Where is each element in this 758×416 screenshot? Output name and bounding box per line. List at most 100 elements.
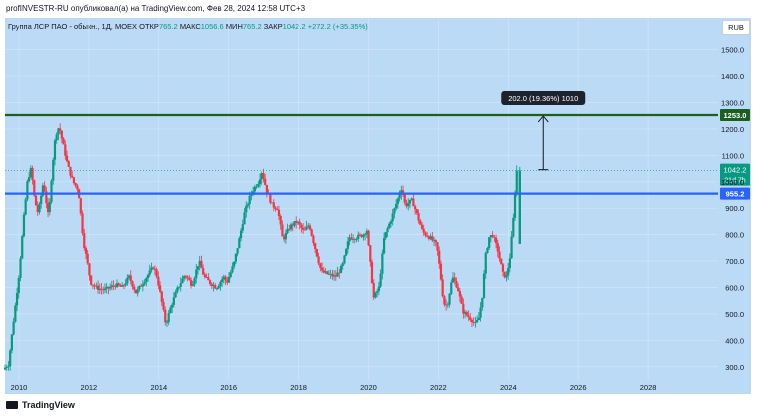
candle-body bbox=[269, 194, 272, 203]
candle-body bbox=[262, 172, 265, 179]
candle-body bbox=[176, 287, 179, 293]
candle-body bbox=[93, 285, 96, 287]
candle-body bbox=[255, 186, 258, 188]
candle-body bbox=[253, 186, 256, 192]
chart-area[interactable] bbox=[5, 18, 751, 394]
candle-body bbox=[57, 128, 60, 135]
tradingview-logo-text[interactable]: TradingView bbox=[22, 400, 75, 410]
candle-body bbox=[105, 286, 108, 289]
candle-body bbox=[100, 288, 103, 290]
candle-body bbox=[398, 194, 401, 199]
candle-body bbox=[463, 311, 467, 314]
candle-body bbox=[215, 288, 219, 290]
measure-tooltip-bg bbox=[501, 90, 586, 105]
candle-body bbox=[179, 283, 182, 287]
candle-body bbox=[426, 235, 429, 237]
candle-body bbox=[19, 258, 22, 278]
candle-body bbox=[410, 198, 413, 200]
candle-body bbox=[436, 242, 439, 251]
candle-body bbox=[493, 236, 496, 238]
candle-body bbox=[136, 289, 139, 294]
candle-body bbox=[200, 260, 203, 269]
candle-body bbox=[96, 285, 100, 290]
candle-body bbox=[172, 297, 175, 305]
candle-body bbox=[377, 286, 381, 292]
candle-body bbox=[481, 297, 484, 308]
candle-body bbox=[95, 285, 98, 287]
y-tick-label: 1200.0 bbox=[721, 125, 744, 134]
candle-body bbox=[195, 269, 198, 279]
candle-body bbox=[298, 221, 301, 225]
currency-button[interactable]: RUB bbox=[722, 20, 750, 35]
x-tick-label: 2020 bbox=[360, 383, 377, 392]
candle-body bbox=[284, 233, 287, 240]
candle-body bbox=[315, 249, 318, 257]
candle-body bbox=[448, 293, 451, 305]
candle-body bbox=[55, 134, 58, 141]
candle-body bbox=[143, 282, 146, 285]
x-tick-label: 2022 bbox=[430, 383, 447, 392]
candle-body bbox=[71, 175, 74, 178]
candle-body bbox=[312, 235, 315, 244]
x-tick-label: 2026 bbox=[570, 383, 587, 392]
candle-body bbox=[158, 285, 162, 292]
candle-body bbox=[41, 185, 45, 196]
candle-body bbox=[477, 317, 480, 321]
candle-body bbox=[457, 287, 460, 292]
candle-body bbox=[510, 236, 513, 259]
candle-body bbox=[412, 198, 415, 207]
candle-body bbox=[360, 234, 363, 238]
candle-body bbox=[126, 277, 129, 284]
candle-body bbox=[329, 273, 332, 275]
candle-body bbox=[246, 204, 250, 206]
candle-body bbox=[117, 283, 120, 286]
candle-body bbox=[38, 203, 41, 213]
candle-body bbox=[202, 268, 205, 275]
candle-body bbox=[341, 263, 344, 267]
candle-body bbox=[52, 159, 55, 181]
candle-body bbox=[384, 231, 387, 239]
candle-body bbox=[395, 203, 398, 209]
candle-body bbox=[272, 202, 275, 208]
x-tick-label: 2014 bbox=[150, 383, 167, 392]
candle-body bbox=[257, 183, 260, 187]
candle-body bbox=[236, 248, 239, 254]
x-tick-label: 2024 bbox=[500, 383, 517, 392]
candle-body bbox=[365, 230, 368, 235]
low-value: 765.2 bbox=[242, 22, 262, 31]
candle-body bbox=[103, 288, 107, 291]
y-tick-label: 800.0 bbox=[725, 231, 744, 240]
candle-body bbox=[260, 172, 263, 180]
candle-body bbox=[258, 179, 262, 184]
candle-body bbox=[234, 253, 237, 262]
candle-body bbox=[450, 282, 453, 294]
candle-body bbox=[424, 232, 427, 236]
candle-body bbox=[382, 238, 386, 254]
candle-body bbox=[107, 286, 110, 289]
candle-body bbox=[319, 263, 322, 268]
candle-body bbox=[469, 317, 472, 320]
candle-body bbox=[188, 277, 191, 281]
candle-body bbox=[114, 285, 117, 288]
last-price-label: 1042.2 bbox=[724, 166, 747, 175]
last-price-countdown: 21d 7h bbox=[724, 178, 746, 185]
high-value: 1056.6 bbox=[200, 22, 224, 31]
candle-body bbox=[460, 296, 463, 304]
candle-body bbox=[462, 303, 465, 314]
candle-body bbox=[276, 208, 279, 210]
candle-body bbox=[479, 307, 482, 318]
candle-body bbox=[208, 280, 212, 284]
candle-body bbox=[164, 309, 167, 323]
candle-body bbox=[419, 220, 422, 225]
candle-body bbox=[270, 202, 274, 204]
candle-body bbox=[110, 285, 113, 288]
candle-body bbox=[177, 286, 181, 288]
candle-body bbox=[17, 277, 20, 294]
y-tick-label: 300.0 bbox=[725, 363, 744, 372]
candle-body bbox=[109, 287, 112, 289]
candle-body bbox=[193, 278, 196, 285]
candle-body bbox=[264, 178, 267, 185]
support-price-label: 955.2 bbox=[726, 190, 745, 199]
y-tick-label: 700.0 bbox=[725, 257, 744, 266]
candle-body bbox=[281, 224, 284, 237]
